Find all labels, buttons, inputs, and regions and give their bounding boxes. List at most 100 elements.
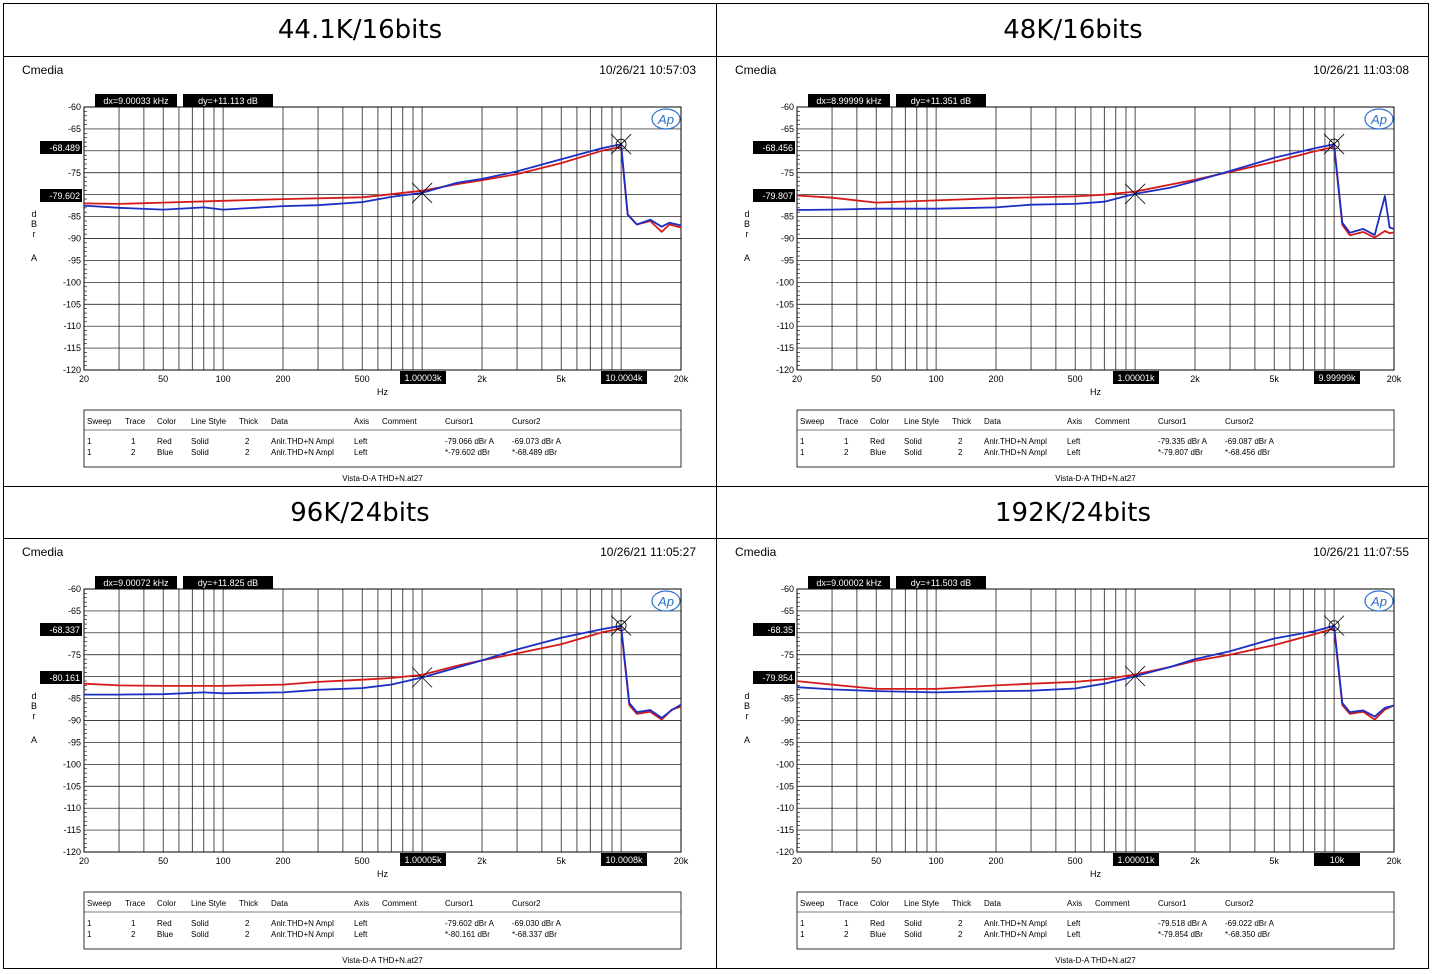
series-line-red xyxy=(83,146,682,233)
dx-readout-text: dx=8.99999 kHz xyxy=(816,96,882,106)
cursor1-x-readout-text: 1.00001k xyxy=(1117,855,1155,865)
y-axis-label: r xyxy=(33,229,36,239)
dx-readout: dx=9.00002 kHz xyxy=(808,576,890,589)
legend-cell-thick: 2 xyxy=(245,919,250,928)
legend-header: Comment xyxy=(382,899,417,908)
legend-cell-style: Solid xyxy=(191,919,209,928)
cursor1-x-readout: 1.00003k xyxy=(400,371,446,384)
y-tick-label: -75 xyxy=(781,650,794,660)
legend-header: Trace xyxy=(838,417,859,426)
legend-cell-c2: -69.022 dBr A xyxy=(1225,919,1275,928)
y-tick-label: -110 xyxy=(64,803,81,813)
legend-cell-data: Anlr.THD+N Ampl xyxy=(984,919,1047,928)
legend-cell-c2: *-68.456 dBr xyxy=(1225,448,1270,457)
legend-cell-color: Red xyxy=(870,437,885,446)
series-line-blue xyxy=(796,143,1395,236)
x-tick-label: 100 xyxy=(929,856,944,866)
cursor1-y-readout-bg xyxy=(753,671,795,684)
legend-header: Color xyxy=(157,899,176,908)
legend-header: Color xyxy=(870,899,889,908)
legend-cell-trace: 2 xyxy=(131,448,136,457)
legend-cell-trace: 2 xyxy=(131,930,136,939)
x-tick-label: 5k xyxy=(556,374,566,384)
legend-header: Cursor2 xyxy=(512,417,541,426)
legend-header: Line Style xyxy=(904,899,940,908)
x-tick-label: 20k xyxy=(674,856,689,866)
legend-cell-color: Red xyxy=(157,437,172,446)
legend-header: Comment xyxy=(1095,899,1130,908)
y-tick-label: -115 xyxy=(777,343,794,353)
dy-readout-text: dy=+11.113 dB xyxy=(198,96,258,106)
panel-title-192k: 192K/24bits xyxy=(995,498,1151,528)
legend-cell-sweep: 1 xyxy=(800,448,805,457)
cursor-circle xyxy=(1328,138,1340,150)
cursor-mark xyxy=(1124,183,1146,205)
ap-logo-icon xyxy=(651,590,681,612)
legend-cell-c2: *-68.337 dBr xyxy=(512,930,557,939)
legend-cell-style: Solid xyxy=(904,919,922,928)
legend-header: Sweep xyxy=(87,899,112,908)
y-tick-label: -95 xyxy=(68,737,81,747)
y-axis-label: d xyxy=(31,691,36,701)
legend-cell-color: Blue xyxy=(870,930,887,939)
legend-header: Data xyxy=(984,417,1001,426)
x-tick-label: 500 xyxy=(355,374,370,384)
legend-header: Trace xyxy=(125,417,146,426)
legend-cell-sweep: 1 xyxy=(800,919,805,928)
legend-cell-c2: -69.030 dBr A xyxy=(512,919,562,928)
legend-header: Data xyxy=(271,417,288,426)
legend-cell-trace: 2 xyxy=(844,448,849,457)
legend-header: Sweep xyxy=(800,417,825,426)
legend-cell-style: Solid xyxy=(904,448,922,457)
dy-readout: dy=+11.351 dB xyxy=(896,94,986,107)
y-tick-label: -65 xyxy=(781,124,794,134)
x-tick-label: 100 xyxy=(929,374,944,384)
y-tick-label: -115 xyxy=(64,343,81,353)
dx-readout-bg xyxy=(808,576,890,589)
legend-cell-thick: 2 xyxy=(958,437,963,446)
legend-header: Sweep xyxy=(87,417,112,426)
cursor2-y-readout-text: -68.489 xyxy=(49,143,80,153)
divider xyxy=(4,56,1428,57)
cursor1-y-readout: -79.807 xyxy=(753,189,795,202)
legend-cell-sweep: 1 xyxy=(800,930,805,939)
x-tick-label: 2k xyxy=(1190,374,1200,384)
cursor2-x-readout-bg xyxy=(1314,853,1360,866)
legend-cell-color: Red xyxy=(870,919,885,928)
legend-cell-color: Blue xyxy=(870,448,887,457)
legend-header: Thick xyxy=(952,417,972,426)
legend-header: Line Style xyxy=(904,417,940,426)
legend-cell-sweep: 1 xyxy=(87,919,92,928)
legend-header: Sweep xyxy=(800,899,825,908)
cursor2-x-readout-text: 10.0004k xyxy=(605,373,643,383)
y-axis-label: B xyxy=(744,701,750,711)
legend-cell-c1: *-80.161 dBr xyxy=(445,930,490,939)
cursor2-x-readout-text: 10k xyxy=(1330,855,1345,865)
dy-readout: dy=+11.503 dB xyxy=(896,576,986,589)
cursor1-y-readout-bg xyxy=(40,189,82,202)
y-tick-label: -60 xyxy=(68,584,81,594)
cursor-circle xyxy=(1328,620,1340,632)
legend-header: Color xyxy=(157,417,176,426)
legend-header: Color xyxy=(870,417,889,426)
legend-table xyxy=(83,409,682,468)
legend-cell-trace: 1 xyxy=(844,919,849,928)
footer-label: Vista-D-A THD+N.at27 xyxy=(1055,956,1136,965)
cursor2-y-readout-bg xyxy=(40,623,82,636)
cursor-mark xyxy=(1323,615,1345,636)
cursor1-y-readout: -79.854 xyxy=(753,671,795,684)
legend-cell-data: Anlr.THD+N Ampl xyxy=(984,437,1047,446)
x-tick-label: 20k xyxy=(1387,856,1402,866)
y-axis-label: A xyxy=(744,735,750,745)
legend-header: Axis xyxy=(354,417,369,426)
cursor1-x-readout: 1.00001k xyxy=(1113,371,1159,384)
y-tick-label: -85 xyxy=(781,694,794,704)
legend-cell-trace: 1 xyxy=(131,437,136,446)
cursor-mark xyxy=(1323,133,1345,155)
y-axis-label: r xyxy=(746,711,749,721)
x-tick-label: 20 xyxy=(79,856,89,866)
legend-cell-c1: *-79.807 dBr xyxy=(1158,448,1203,457)
cursor1-y-readout-text: -80.161 xyxy=(49,673,80,683)
y-tick-label: -120 xyxy=(63,365,81,375)
